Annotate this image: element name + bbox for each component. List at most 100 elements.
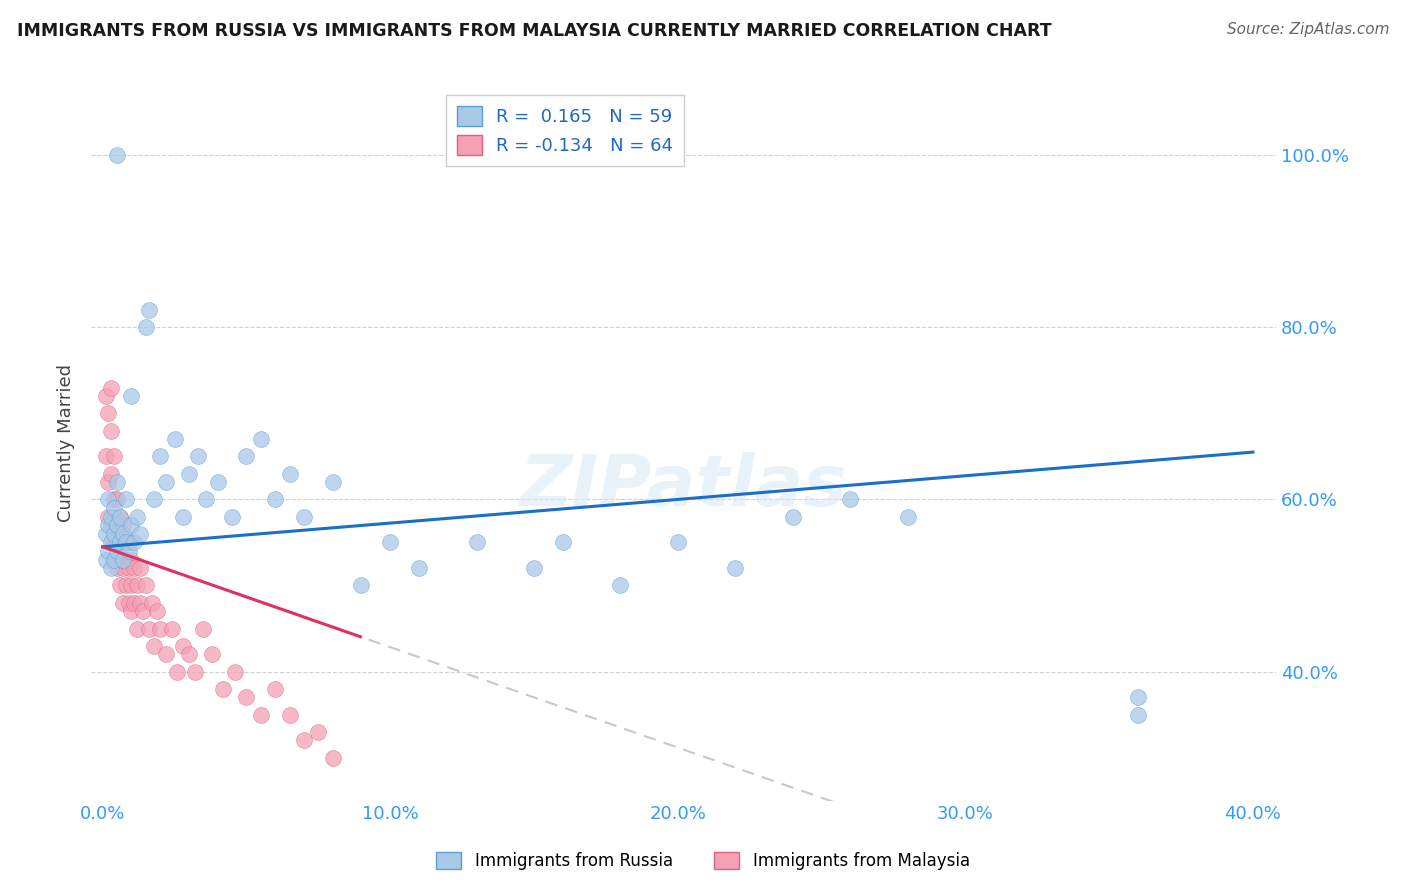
Point — [114, 535, 136, 549]
Point — [117, 596, 139, 610]
Point — [278, 467, 301, 481]
Point — [201, 648, 224, 662]
Point — [897, 509, 920, 524]
Point — [103, 492, 125, 507]
Point — [322, 475, 344, 490]
Point — [111, 552, 134, 566]
Point — [465, 535, 488, 549]
Point — [114, 578, 136, 592]
Point — [380, 535, 402, 549]
Point — [155, 648, 177, 662]
Point — [212, 681, 235, 696]
Point — [108, 509, 131, 524]
Point — [177, 648, 200, 662]
Point — [135, 578, 157, 592]
Point — [124, 535, 146, 549]
Point — [250, 707, 273, 722]
Point — [127, 622, 149, 636]
Legend: R =  0.165   N = 59, R = -0.134   N = 64: R = 0.165 N = 59, R = -0.134 N = 64 — [446, 95, 685, 166]
Point — [117, 535, 139, 549]
Point — [250, 432, 273, 446]
Point — [114, 552, 136, 566]
Point — [141, 596, 163, 610]
Point — [94, 552, 117, 566]
Point — [235, 690, 257, 705]
Point — [172, 509, 194, 524]
Point — [97, 518, 120, 533]
Point — [322, 750, 344, 764]
Point — [94, 450, 117, 464]
Point — [97, 492, 120, 507]
Point — [187, 450, 209, 464]
Point — [149, 450, 172, 464]
Point — [120, 518, 142, 533]
Point — [100, 509, 122, 524]
Point — [108, 552, 131, 566]
Point — [97, 509, 120, 524]
Point — [839, 492, 862, 507]
Point — [163, 432, 186, 446]
Point — [117, 544, 139, 558]
Point — [224, 665, 246, 679]
Y-axis label: Currently Married: Currently Married — [58, 365, 75, 523]
Point — [264, 492, 287, 507]
Point — [111, 535, 134, 549]
Point — [782, 509, 804, 524]
Point — [155, 475, 177, 490]
Point — [103, 509, 125, 524]
Point — [1126, 707, 1149, 722]
Point — [193, 622, 215, 636]
Point — [114, 492, 136, 507]
Point — [292, 509, 315, 524]
Point — [350, 578, 373, 592]
Point — [143, 492, 166, 507]
Point — [105, 148, 128, 162]
Point — [97, 406, 120, 420]
Point — [100, 467, 122, 481]
Point — [105, 535, 128, 549]
Point — [149, 622, 172, 636]
Point — [103, 526, 125, 541]
Point — [124, 596, 146, 610]
Text: IMMIGRANTS FROM RUSSIA VS IMMIGRANTS FROM MALAYSIA CURRENTLY MARRIED CORRELATION: IMMIGRANTS FROM RUSSIA VS IMMIGRANTS FRO… — [17, 22, 1052, 40]
Point — [127, 578, 149, 592]
Point — [120, 552, 142, 566]
Legend: Immigrants from Russia, Immigrants from Malaysia: Immigrants from Russia, Immigrants from … — [430, 845, 976, 877]
Point — [111, 596, 134, 610]
Point — [108, 578, 131, 592]
Point — [97, 544, 120, 558]
Point — [103, 552, 125, 566]
Point — [108, 535, 131, 549]
Point — [94, 389, 117, 403]
Point — [124, 561, 146, 575]
Text: ZIPatlas: ZIPatlas — [520, 452, 848, 521]
Point — [172, 639, 194, 653]
Point — [105, 544, 128, 558]
Point — [105, 518, 128, 533]
Point — [1126, 690, 1149, 705]
Point — [100, 518, 122, 533]
Point — [127, 509, 149, 524]
Point — [523, 561, 546, 575]
Point — [129, 561, 152, 575]
Point — [120, 389, 142, 403]
Point — [108, 535, 131, 549]
Point — [105, 492, 128, 507]
Point — [221, 509, 243, 524]
Point — [114, 535, 136, 549]
Point — [111, 561, 134, 575]
Point — [105, 561, 128, 575]
Point — [111, 526, 134, 541]
Point — [307, 724, 329, 739]
Point — [117, 561, 139, 575]
Point — [146, 604, 169, 618]
Point — [408, 561, 430, 575]
Point — [278, 707, 301, 722]
Point — [120, 604, 142, 618]
Point — [292, 733, 315, 747]
Point — [108, 509, 131, 524]
Point — [100, 535, 122, 549]
Point — [100, 561, 122, 575]
Point — [100, 380, 122, 394]
Point — [94, 526, 117, 541]
